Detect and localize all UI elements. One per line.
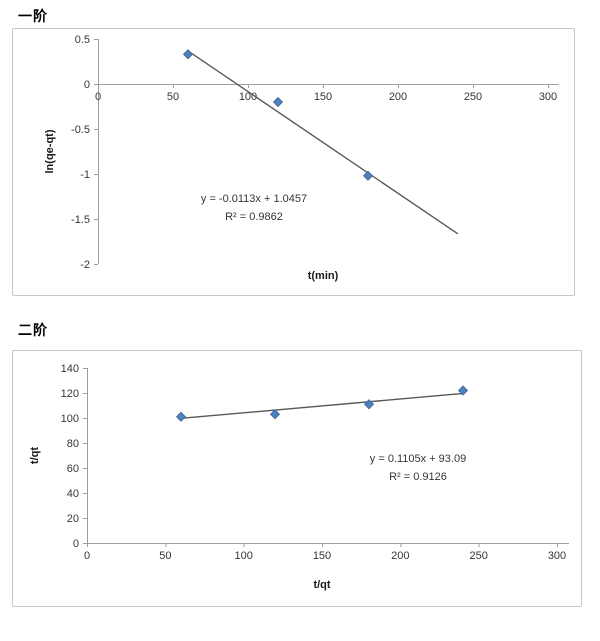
x-tick-label: 250 [464, 91, 482, 103]
x-tick-label: 300 [539, 91, 557, 103]
x-tick-label: 50 [167, 91, 179, 103]
second-order-chart: 140 120 100 80 60 40 20 0 0 50 100 150 200 250 300 t/qt… [12, 350, 582, 607]
y-tick-label: 0.5 [75, 34, 90, 46]
trendline [187, 50, 459, 235]
x-tick-label: 150 [313, 550, 331, 562]
plot-area: 0.5 0 -0.5 -1 -1.5 -2 0 50 100 150 200 250 300 ln(qe-… [44, 34, 559, 282]
y-tick-label: 100 [61, 413, 79, 425]
section-title-second-order: 二阶 [18, 322, 48, 338]
equation-label: y = -0.0113x + 1.0457 [201, 193, 307, 205]
y-tick-label: 140 [61, 363, 79, 375]
x-tick-label: 200 [389, 91, 407, 103]
data-point-marker [175, 411, 187, 422]
y-tick-label: 80 [67, 438, 79, 450]
data-point-marker [269, 409, 281, 420]
x-tick-label: 150 [314, 91, 332, 103]
y-tick-label: -2 [80, 259, 90, 271]
y-tick-label: -1 [80, 169, 90, 181]
y-tick-label: 0 [73, 538, 79, 550]
x-tick-label: 300 [548, 550, 566, 562]
x-tick-label: 200 [391, 550, 409, 562]
y-tick-label: 20 [67, 513, 79, 525]
x-axis-title: t(min) [308, 270, 339, 282]
data-point-marker [363, 399, 375, 410]
trendline [180, 392, 464, 420]
r-squared-label: R² = 0.9126 [389, 471, 447, 483]
y-axis-title: ln(qe-qt) [44, 129, 56, 173]
first-order-chart: 0.5 0 -0.5 -1 -1.5 -2 0 50 100 150 200 250 300 ln(qe-… [12, 28, 575, 296]
section-title-first-order: 一阶 [18, 8, 48, 24]
data-point-marker [457, 385, 469, 396]
x-tick-label: 50 [159, 550, 171, 562]
x-tick-label: 100 [234, 550, 252, 562]
y-tick-label: 60 [67, 463, 79, 475]
x-tick-label: 250 [469, 550, 487, 562]
y-tick-label: 0 [84, 79, 90, 91]
y-tick-label: -1.5 [71, 214, 90, 226]
r-squared-label: R² = 0.9862 [225, 211, 283, 223]
x-axis-title: t/qt [313, 579, 330, 591]
equation-label: y = 0.1105x + 93.09 [370, 453, 466, 465]
data-point-marker [272, 96, 284, 108]
y-tick-label: -0.5 [71, 124, 90, 136]
y-tick-label: 120 [61, 388, 79, 400]
x-tick-label: 0 [84, 550, 90, 562]
y-tick-label: 40 [67, 488, 79, 500]
data-point-marker [182, 49, 194, 60]
x-tick-label: 0 [95, 91, 101, 103]
x-tick-label: 100 [239, 91, 257, 103]
y-axis-title: t/qt [29, 447, 41, 464]
data-point-marker [362, 170, 374, 181]
